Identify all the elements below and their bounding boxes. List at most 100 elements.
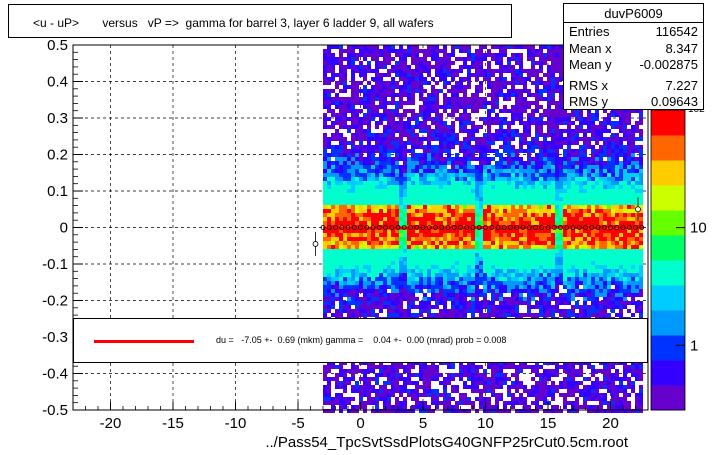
heatmap-cell: [539, 213, 543, 217]
heatmap-cell: [535, 53, 539, 57]
heatmap-cell: [491, 101, 495, 105]
heatmap-cell: [395, 245, 399, 249]
heatmap-cell: [395, 273, 399, 277]
heatmap-cell: [487, 161, 491, 165]
heatmap-cell: [451, 309, 455, 313]
heatmap-cell: [363, 393, 367, 397]
heatmap-cell: [511, 69, 515, 73]
heatmap-cell: [563, 197, 567, 201]
heatmap-cell: [551, 245, 555, 249]
heatmap-cell: [547, 89, 551, 93]
heatmap-cell: [359, 145, 363, 149]
heatmap-cell: [403, 377, 407, 381]
heatmap-cell: [355, 313, 359, 317]
heatmap-cell: [347, 161, 351, 165]
heatmap-cell: [479, 81, 483, 85]
heatmap-cell: [515, 297, 519, 301]
heatmap-cell: [423, 113, 427, 117]
heatmap-cell: [495, 265, 499, 269]
heatmap-cell: [335, 293, 339, 297]
heatmap-cell: [531, 269, 535, 273]
heatmap-cell: [327, 141, 331, 145]
heatmap-cell: [379, 253, 383, 257]
heatmap-cell: [523, 121, 527, 125]
heatmap-cell: [415, 85, 419, 89]
heatmap-cell: [483, 137, 487, 141]
heatmap-cell: [511, 305, 515, 309]
heatmap-cell: [423, 169, 427, 173]
heatmap-cell: [531, 281, 535, 285]
heatmap-cell: [459, 185, 463, 189]
heatmap-cell: [435, 153, 439, 157]
heatmap-cell: [483, 253, 487, 257]
heatmap-cell: [523, 261, 527, 265]
heatmap-cell: [431, 177, 435, 181]
heatmap-cell: [435, 393, 439, 397]
heatmap-cell: [555, 281, 559, 285]
heatmap-cell: [491, 369, 495, 373]
heatmap-cell: [331, 77, 335, 81]
heatmap-cell: [435, 305, 439, 309]
heatmap-cell: [427, 161, 431, 165]
heatmap-cell: [439, 221, 443, 225]
heatmap-cell: [479, 397, 483, 401]
heatmap-cell: [483, 389, 487, 393]
heatmap-cell: [351, 233, 355, 237]
heatmap-cell: [359, 265, 363, 269]
heatmap-cell: [547, 157, 551, 161]
heatmap-cell: [463, 189, 467, 193]
heatmap-cell: [479, 193, 483, 197]
heatmap-cell: [463, 281, 467, 285]
heatmap-cell: [491, 185, 495, 189]
heatmap-cell: [547, 101, 551, 105]
heatmap-cell: [371, 165, 375, 169]
heatmap-cell: [467, 257, 471, 261]
heatmap-cell: [471, 193, 475, 197]
heatmap-cell: [503, 289, 507, 293]
heatmap-cell: [455, 253, 459, 257]
heatmap-cell: [371, 313, 375, 317]
heatmap-cell: [327, 229, 331, 233]
heatmap-cell: [367, 257, 371, 261]
heatmap-cell: [459, 157, 463, 161]
heatmap-cell: [515, 193, 519, 197]
heatmap-cell: [531, 185, 535, 189]
heatmap-cell: [523, 177, 527, 181]
heatmap-cell: [379, 389, 383, 393]
heatmap-cell: [355, 389, 359, 393]
heatmap-cell: [515, 69, 519, 73]
heatmap-cell: [519, 65, 523, 69]
heatmap-cell: [403, 293, 407, 297]
heatmap-cell: [519, 393, 523, 397]
heatmap-cell: [515, 245, 519, 249]
heatmap-cell: [519, 261, 523, 265]
heatmap-cell: [395, 201, 399, 205]
heatmap-cell: [527, 205, 531, 209]
heatmap-cell: [343, 285, 347, 289]
heatmap-cell: [559, 269, 563, 273]
heatmap-cell: [403, 85, 407, 89]
heatmap-cell: [331, 69, 335, 73]
heatmap-cell: [559, 129, 563, 133]
heatmap-cell: [323, 169, 327, 173]
heatmap-cell: [327, 377, 331, 381]
heatmap-cell: [451, 297, 455, 301]
heatmap-cell: [359, 53, 363, 57]
heatmap-cell: [387, 137, 391, 141]
heatmap-cell: [339, 169, 343, 173]
heatmap-cell: [439, 401, 443, 405]
heatmap-cell: [519, 97, 523, 101]
heatmap-cell: [559, 53, 563, 57]
heatmap-cell: [383, 117, 387, 121]
heatmap-cell: [535, 301, 539, 305]
heatmap-cell: [551, 109, 555, 113]
heatmap-cell: [479, 277, 483, 281]
heatmap-cell: [375, 109, 379, 113]
heatmap-cell: [367, 285, 371, 289]
heatmap-cell: [359, 285, 363, 289]
heatmap-cell: [351, 149, 355, 153]
heatmap-cell: [527, 161, 531, 165]
heatmap-cell: [491, 281, 495, 285]
heatmap-cell: [347, 85, 351, 89]
heatmap-cell: [339, 289, 343, 293]
